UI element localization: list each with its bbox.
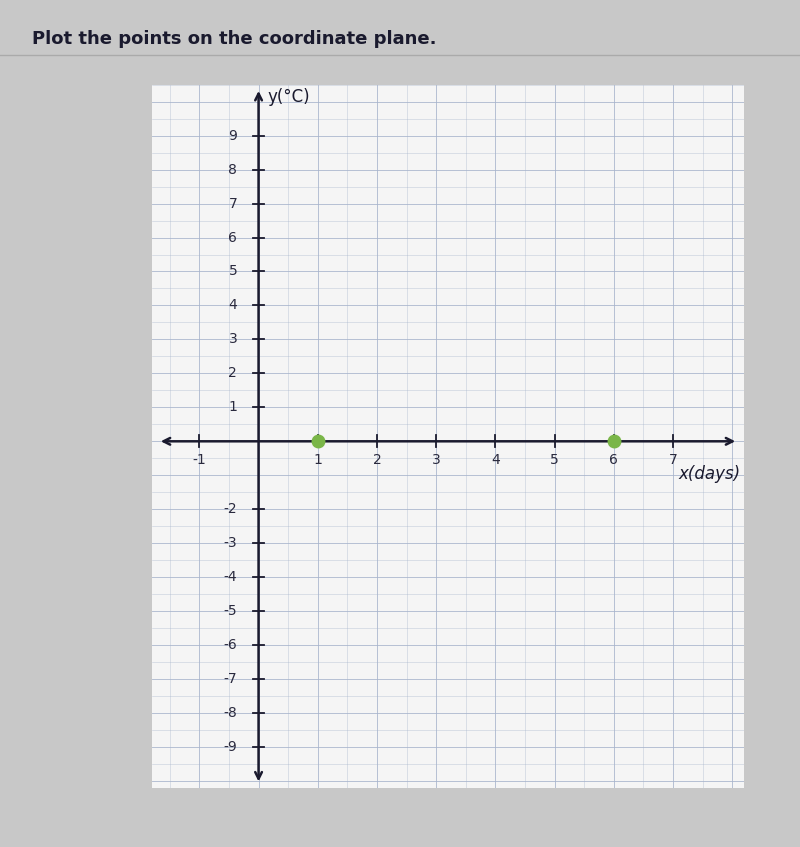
Text: 6: 6	[228, 230, 238, 245]
Text: 6: 6	[610, 453, 618, 468]
Text: -2: -2	[224, 502, 238, 516]
Text: 3: 3	[432, 453, 441, 468]
Text: x(days): x(days)	[679, 465, 741, 483]
Text: 2: 2	[373, 453, 382, 468]
Text: -7: -7	[224, 672, 238, 686]
Text: -8: -8	[223, 706, 238, 720]
Text: 3: 3	[229, 332, 238, 346]
Text: 2: 2	[229, 367, 238, 380]
Text: 8: 8	[228, 163, 238, 177]
Text: -5: -5	[224, 604, 238, 618]
Text: Plot the points on the coordinate plane.: Plot the points on the coordinate plane.	[32, 30, 437, 47]
Text: 4: 4	[229, 298, 238, 313]
Text: 5: 5	[229, 264, 238, 279]
Text: -1: -1	[193, 453, 206, 468]
Text: 7: 7	[229, 197, 238, 211]
Text: 4: 4	[491, 453, 500, 468]
Text: -9: -9	[223, 740, 238, 754]
Text: -3: -3	[224, 536, 238, 551]
Text: -6: -6	[223, 638, 238, 652]
Text: 7: 7	[669, 453, 678, 468]
Text: 5: 5	[550, 453, 559, 468]
Text: 9: 9	[228, 129, 238, 142]
Text: y(°C): y(°C)	[267, 88, 310, 106]
Text: 1: 1	[314, 453, 322, 468]
Text: 1: 1	[228, 401, 238, 414]
Text: -4: -4	[224, 570, 238, 584]
